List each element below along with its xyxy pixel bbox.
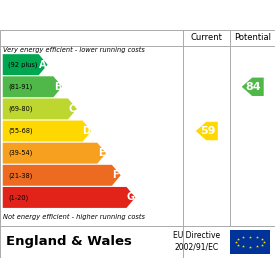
Text: F: F (112, 170, 119, 180)
Text: C: C (68, 104, 76, 114)
Polygon shape (3, 120, 91, 142)
Text: Very energy efficient - lower running costs: Very energy efficient - lower running co… (3, 47, 145, 53)
Polygon shape (3, 165, 121, 186)
Text: England & Wales: England & Wales (6, 235, 131, 248)
Text: (81-91): (81-91) (8, 84, 32, 90)
Bar (230, 230, 270, 254)
Polygon shape (3, 76, 62, 97)
Text: EU Directive
2002/91/EC: EU Directive 2002/91/EC (173, 231, 220, 252)
Text: E: E (98, 148, 104, 158)
Polygon shape (242, 78, 264, 96)
Polygon shape (3, 187, 135, 208)
Text: (55-68): (55-68) (8, 128, 33, 134)
Text: Current: Current (190, 33, 222, 42)
Text: (92 plus): (92 plus) (8, 61, 38, 68)
Polygon shape (3, 143, 106, 164)
Text: D: D (82, 126, 90, 136)
Text: 84: 84 (246, 82, 261, 92)
Text: 59: 59 (200, 126, 215, 136)
Text: B: B (54, 82, 61, 92)
Text: G: G (126, 192, 134, 203)
Polygon shape (196, 122, 218, 140)
Text: (21-38): (21-38) (8, 172, 33, 179)
Text: (39-54): (39-54) (8, 150, 33, 156)
Text: Potential: Potential (234, 33, 271, 42)
Text: A: A (39, 60, 46, 70)
Polygon shape (3, 99, 77, 119)
Polygon shape (3, 54, 48, 75)
Text: (69-80): (69-80) (8, 106, 33, 112)
Text: (1-20): (1-20) (8, 194, 29, 201)
Text: Not energy efficient - higher running costs: Not energy efficient - higher running co… (3, 214, 145, 220)
Text: Energy Efficiency Rating: Energy Efficiency Rating (42, 8, 233, 22)
